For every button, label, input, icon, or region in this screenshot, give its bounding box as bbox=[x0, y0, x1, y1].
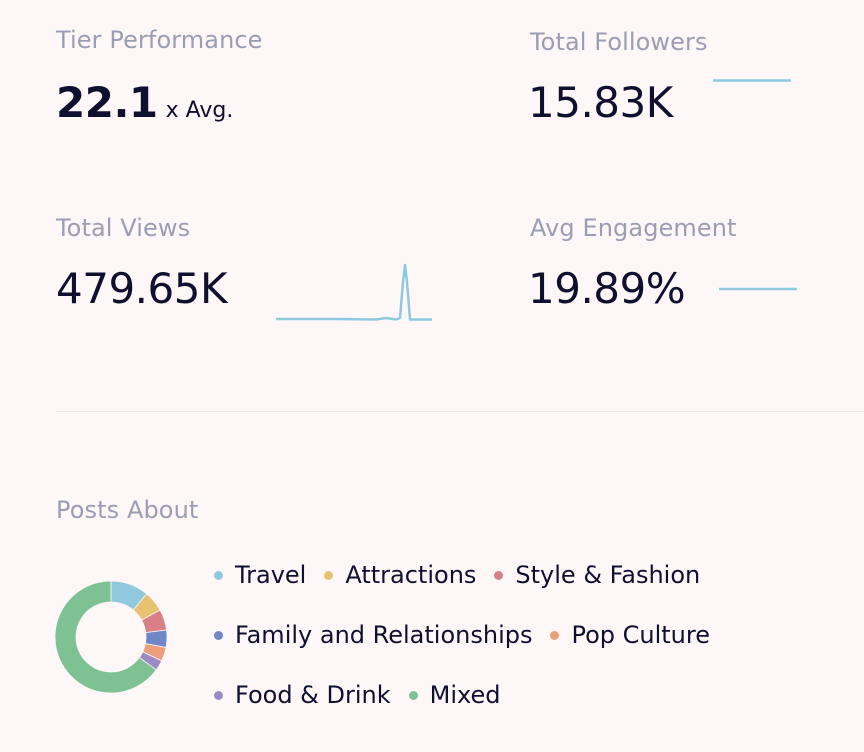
food-drink-dot-icon bbox=[214, 690, 223, 700]
style-fashion-dot-icon bbox=[494, 570, 504, 580]
legend-item-travel: Travel bbox=[214, 561, 306, 589]
legend-row-3: Food & Drink Mixed bbox=[214, 680, 519, 710]
family-relationships-dot-icon bbox=[214, 630, 223, 640]
total-views-label: Total Views bbox=[56, 214, 191, 242]
views-sparkline bbox=[276, 263, 432, 321]
legend-label-pop-culture: Pop Culture bbox=[571, 621, 710, 649]
total-views-value: 479.65K bbox=[56, 264, 228, 313]
tier-performance-suffix: x Avg. bbox=[165, 98, 234, 123]
legend-item-attractions: Attractions bbox=[324, 561, 476, 589]
engagement-sparkline bbox=[719, 287, 797, 291]
legend-item-family-relationships: Family and Relationships bbox=[214, 621, 532, 649]
followers-sparkline bbox=[713, 79, 791, 82]
legend-label-mixed: Mixed bbox=[429, 681, 501, 709]
legend-item-mixed: Mixed bbox=[408, 681, 501, 709]
posts-about-donut-chart bbox=[54, 580, 168, 694]
views-sparkline-line bbox=[276, 263, 432, 321]
legend-label-travel: Travel bbox=[235, 561, 307, 589]
total-followers-value: 15.83K bbox=[528, 78, 673, 127]
avg-engagement-value: 19.89% bbox=[528, 264, 686, 313]
tier-performance-label: Tier Performance bbox=[56, 26, 263, 54]
travel-dot-icon bbox=[214, 570, 223, 580]
total-followers-label: Total Followers bbox=[530, 28, 708, 56]
legend-label-style-fashion: Style & Fashion bbox=[515, 561, 701, 589]
posts-about-label: Posts About bbox=[56, 496, 199, 524]
tier-performance-value: 22.1 x Avg. bbox=[56, 78, 233, 127]
legend-item-pop-culture: Pop Culture bbox=[550, 621, 710, 649]
legend-item-style-fashion: Style & Fashion bbox=[494, 561, 700, 589]
attractions-dot-icon bbox=[324, 570, 334, 580]
legend-label-food-drink: Food & Drink bbox=[235, 681, 391, 709]
legend-label-family-relationships: Family and Relationships bbox=[235, 621, 533, 649]
avg-engagement-label: Avg Engagement bbox=[530, 214, 737, 242]
tier-performance-number: 22.1 bbox=[56, 78, 158, 127]
donut-slice-mixed bbox=[54, 580, 157, 694]
pop-culture-dot-icon bbox=[550, 630, 560, 640]
mixed-dot-icon bbox=[408, 690, 418, 700]
legend-item-food-drink: Food & Drink bbox=[214, 681, 391, 709]
section-divider bbox=[56, 411, 864, 412]
legend-label-attractions: Attractions bbox=[345, 561, 477, 589]
legend-row-1: Travel Attractions Style & Fashion bbox=[214, 560, 718, 590]
legend-row-2: Family and Relationships Pop Culture bbox=[214, 620, 728, 650]
